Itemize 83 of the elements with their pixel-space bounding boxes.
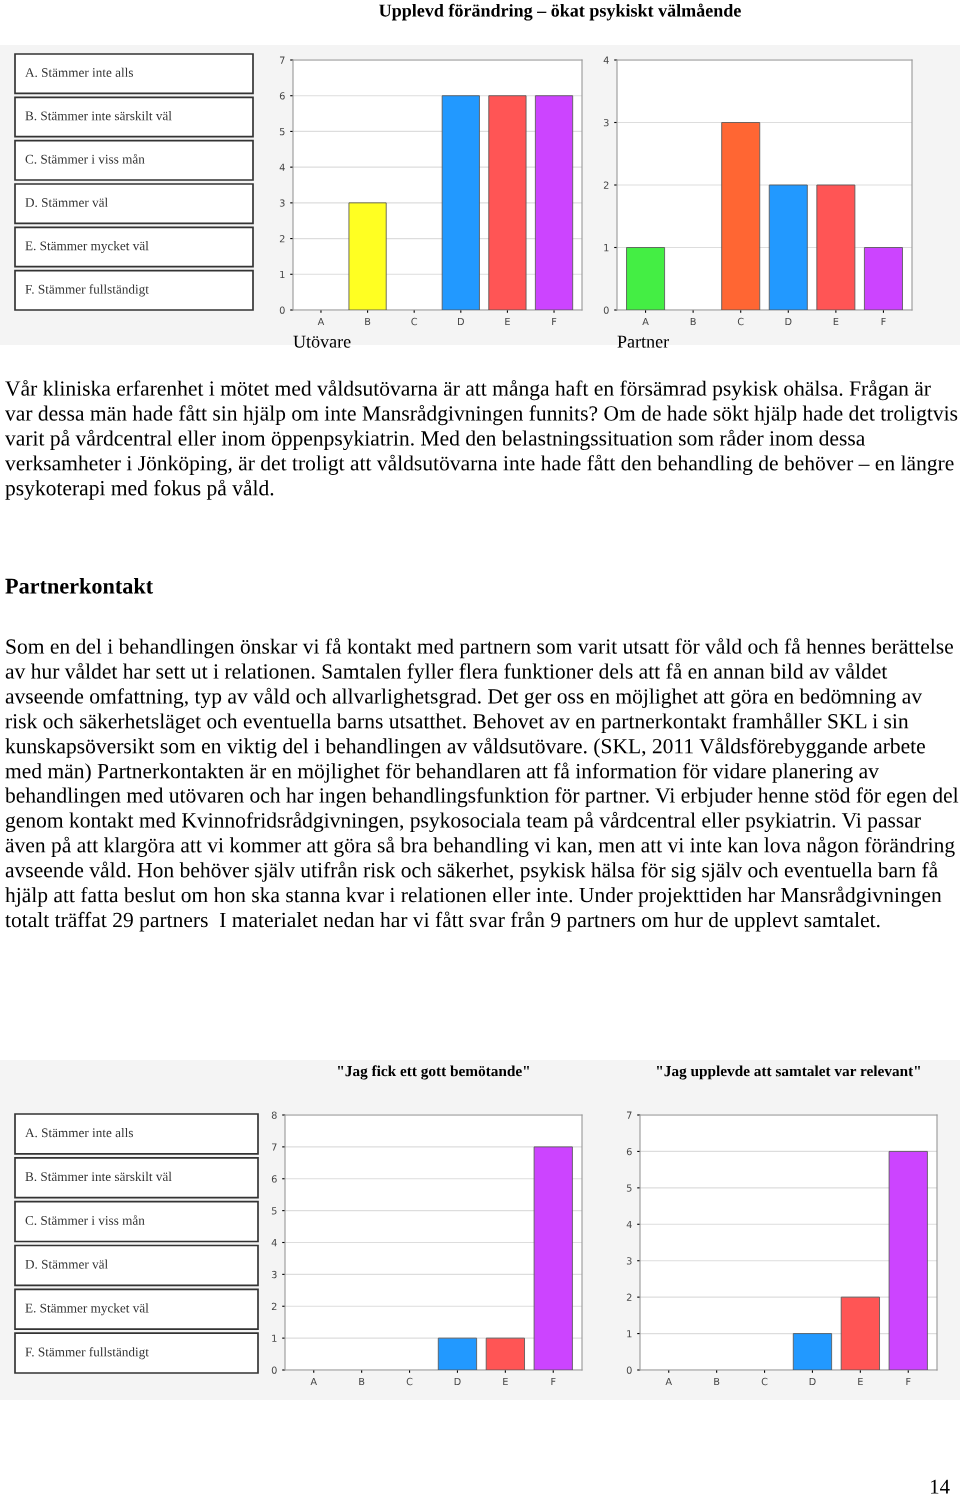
text: B. Stämmer inte särskilt väl	[25, 1171, 172, 1182]
x-tick-label: E	[505, 317, 510, 326]
y-tick-label: 0	[279, 306, 285, 314]
x-tick-label: E	[858, 1377, 863, 1386]
y-tick-label: 4	[603, 56, 609, 64]
y-tick-label: 5	[626, 1184, 632, 1192]
text: C. Stämmer i viss mån	[25, 153, 145, 164]
y-tick-label: 1	[272, 1334, 277, 1342]
y-tick-label: 2	[626, 1293, 632, 1301]
y-tick-label: 2	[603, 181, 609, 189]
y-tick-label: 4	[271, 1239, 277, 1247]
y-tick-label: 2	[279, 235, 285, 243]
chart-title: "Jag upplevde att samtalet var relevant"	[657, 1065, 920, 1080]
x-tick-label: A	[310, 1377, 317, 1386]
x-tick-label: E	[503, 1377, 508, 1386]
bar	[626, 247, 665, 310]
y-tick-label: 7	[279, 56, 285, 64]
y-tick-label: 0	[626, 1366, 632, 1374]
text: Som en del i behandlingen önskar vi få kontakt med partnern som varit utsatt för våld och få hennes berättelse av hur våldet har sett ut i relationen. Samtalen fyller flera funktioner dels att få en annan bild av våldet avseende omfattning, typ av våld och allvarlighetsgrad. Det ger oss en möjlighet att göra en bedömning av risk och säkerhetsläget och eventuella barns utsatthet. Behovet av en partnerkontakt framhåller SKL i sin kunskapsöversikt som en viktig del i behandlingen av våldsutövare. (SKL, 2011 Våldsförebyggande arbete med män) Partnerkontakten är en möjlighet för behandlaren att få information för vidare planering av behandlingen med utövaren och har ingen behandlingsfunktion för partner. Vi erbjuder henne stöd för egen del genom kontakt med Kvinnofridsrådgivningen, psykosociala team på vårdcentral eller psykiatrin. Vi passar även på att klargöra att vi kommer att göra så bra behandling vi kan, men att vi inte kan lova någon förändring avseende våld. Hon behöver själv utifrån risk och säkerhet, psykisk hälsa för sig själv och eventuella barn få hjälp att fatta beslut om hon ska stanna kvar i relationen eller inte. Under projekttiden har Mansrådgivningen totalt träffat 29 partners I materialet nedan har vi fått svar från 9 partners om hur de upplevt samtalet.	[5, 638, 959, 932]
x-tick-label: C	[737, 317, 744, 326]
text: C. Stämmer i viss mån	[25, 1215, 145, 1225]
x-tick-label: B	[359, 1377, 365, 1386]
chart-title: Upplevd förändring – ökat psykiskt välmående	[379, 3, 741, 21]
x-tick-label: F	[552, 317, 557, 326]
y-tick-label: 4	[626, 1220, 632, 1228]
x-axis-title: Partner	[617, 335, 669, 348]
y-tick-label: 1	[604, 244, 609, 252]
bar	[816, 184, 856, 310]
text: E. Stämmer mycket väl	[25, 241, 149, 253]
chart-title: "Jag fick ett gott bemötande"	[338, 1065, 529, 1080]
y-tick-label: 7	[626, 1111, 632, 1119]
y-tick-label: 1	[627, 1330, 632, 1338]
x-tick-label: D	[458, 317, 464, 326]
y-tick-label: 3	[279, 199, 285, 207]
x-tick-label: D	[785, 317, 792, 326]
x-tick-label: A	[642, 317, 649, 326]
bar	[840, 1296, 880, 1370]
y-tick-label: 3	[271, 1270, 277, 1279]
text: Vår kliniska erfarenhet i mötet med våldsutövarna är att många haft en försämrad psykisk ohälsa. Frågan är var dessa män hade fått sin hjälp om inte Mansrådgivningen funnits? Om de hade sökt hjälp hade det troligtvis varit på vårdcentral eller inom öppenpsykiatrin. Med den belastningssituation som råder inom dessa verksamheter i Jönköping, är det troligt att våldsutövarna inte hade fått den behandling de behöver – en längre psykoterapi med fokus på våld.	[5, 380, 958, 500]
text: D. Stämmer väl	[25, 1259, 108, 1269]
x-tick-label: A	[317, 317, 325, 326]
y-tick-label: 0	[271, 1366, 277, 1374]
y-tick-label: 6	[279, 92, 285, 100]
text: Partnerkontakt	[5, 578, 154, 594]
y-tick-label: 3	[626, 1257, 632, 1265]
bar	[792, 1333, 833, 1370]
text: E. Stämmer mycket väl	[25, 1303, 149, 1316]
y-tick-label: 8	[271, 1111, 277, 1119]
x-tick-label: E	[833, 317, 839, 326]
x-tick-label: B	[365, 317, 371, 326]
text: D. Stämmer väl	[25, 197, 108, 208]
y-tick-label: 3	[603, 118, 609, 127]
x-tick-label: B	[714, 1377, 720, 1386]
y-tick-label: 6	[271, 1175, 277, 1183]
y-tick-label: 0	[603, 306, 609, 314]
y-tick-label: 2	[271, 1302, 277, 1310]
y-tick-label: 6	[626, 1147, 632, 1156]
text: 14	[931, 1479, 950, 1494]
y-tick-label: 5	[271, 1207, 277, 1215]
bar	[721, 122, 761, 310]
y-tick-label: 4	[279, 163, 285, 171]
x-tick-label: A	[665, 1377, 672, 1386]
x-tick-label: C	[406, 1377, 413, 1386]
x-tick-label: D	[454, 1377, 461, 1386]
y-tick-label: 5	[279, 128, 285, 136]
text: B. Stämmer inte särskilt väl	[25, 111, 172, 121]
x-tick-label: D	[809, 1377, 816, 1386]
text: A. Stämmer inte alls	[25, 67, 133, 78]
x-tick-label: F	[551, 1377, 556, 1386]
x-tick-label: C	[411, 317, 418, 326]
x-tick-label: F	[906, 1377, 911, 1386]
y-tick-label: 7	[271, 1143, 277, 1151]
x-tick-label: C	[761, 1377, 768, 1386]
x-tick-label: B	[690, 317, 696, 326]
text: A. Stämmer inte alls	[25, 1127, 133, 1138]
x-axis-title: Utövare	[293, 335, 351, 348]
bar	[888, 1151, 928, 1370]
y-tick-label: 1	[280, 270, 285, 278]
x-tick-label: F	[881, 317, 886, 326]
bar	[768, 184, 808, 310]
text: F. Stämmer fullständigt	[25, 284, 149, 297]
text: F. Stämmer fullständigt	[25, 1347, 149, 1360]
bar	[864, 247, 903, 310]
